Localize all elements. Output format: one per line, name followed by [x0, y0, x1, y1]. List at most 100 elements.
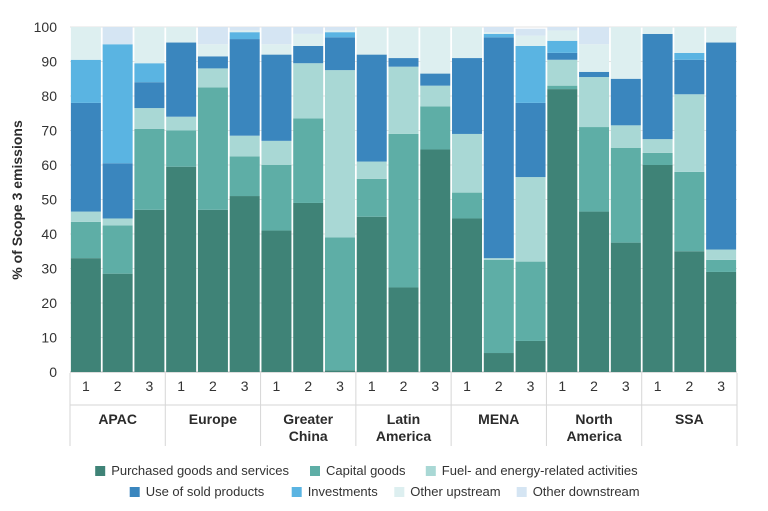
bar-segment — [197, 87, 228, 210]
bar-segment — [388, 287, 419, 372]
bar-index-label: 3 — [622, 378, 630, 394]
bar-segment — [610, 27, 641, 79]
bar-segment — [674, 171, 705, 252]
legend-label: Capital goods — [326, 463, 406, 478]
bar-index-label: 3 — [431, 378, 439, 394]
legend-label: Fuel- and energy-related activities — [442, 463, 638, 478]
bar-index-label: 1 — [273, 378, 281, 394]
legend-item: Investments — [291, 484, 379, 499]
bar-segment — [134, 63, 165, 83]
bar-segment — [261, 165, 292, 231]
bar-segment — [515, 102, 546, 178]
bar-segment — [261, 44, 292, 55]
bar-segment — [356, 216, 387, 372]
bar-segment — [483, 32, 514, 34]
bar-index-label: 2 — [304, 378, 312, 394]
bar-segment — [674, 59, 705, 95]
bar-segment — [324, 27, 355, 31]
bar-segment — [706, 249, 737, 260]
bar-index-label: 2 — [114, 378, 122, 394]
bar-index-label: 2 — [209, 378, 217, 394]
bar-segment — [197, 27, 228, 45]
bar-segment — [293, 45, 324, 64]
bar-segment — [102, 163, 133, 219]
bar-segment — [483, 27, 514, 33]
legend-item: Purchased goods and services — [95, 463, 289, 478]
region-label-line: Latin — [387, 411, 420, 427]
region-label-line: China — [289, 428, 328, 444]
bar-index-label: 3 — [146, 378, 154, 394]
bar-segment — [420, 106, 451, 150]
region-label: Greater China — [283, 411, 333, 444]
bar-segment — [674, 27, 705, 53]
bar-index-label: 2 — [495, 378, 503, 394]
bar-segment — [102, 44, 133, 164]
legend-swatch — [425, 466, 436, 476]
region-label: APAC — [98, 411, 137, 427]
bar-segment — [229, 39, 260, 136]
bar-segment — [452, 218, 483, 372]
bar-segment — [515, 45, 546, 103]
bar-segment — [579, 211, 610, 372]
bar-segment — [420, 85, 451, 107]
y-tick-label: 70 — [41, 123, 57, 139]
bar-segment — [324, 237, 355, 371]
bar-segment — [452, 58, 483, 134]
y-tick-label: 50 — [41, 192, 57, 208]
bar-segment — [420, 149, 451, 372]
legend-label: Purchased goods and services — [111, 463, 289, 478]
bar-segment — [547, 27, 578, 31]
region-label: MENA — [478, 411, 519, 427]
bar-segment — [610, 78, 641, 126]
bar-segment — [293, 33, 324, 46]
region-label-line: Greater — [283, 411, 333, 427]
y-tick-label: 90 — [41, 54, 57, 70]
legend-item: Capital goods — [310, 463, 406, 478]
bar-segment — [134, 27, 165, 64]
y-tick-label: 40 — [41, 226, 57, 242]
bar-segment — [324, 70, 355, 238]
bar-segment — [102, 225, 133, 274]
bar-segment — [388, 58, 419, 67]
bar-segment — [579, 71, 610, 78]
bar-segment — [70, 211, 101, 222]
bar-segment — [579, 27, 610, 45]
bar-segment — [547, 85, 578, 90]
bar-segment — [293, 118, 324, 203]
legend-item: Use of sold products — [129, 484, 265, 499]
bar-segment — [134, 82, 165, 109]
bar-segment — [610, 147, 641, 243]
legend-label: Investments — [308, 484, 379, 499]
bar-segment — [483, 37, 514, 259]
bar-segment — [642, 152, 673, 165]
region-label: SSA — [675, 411, 704, 427]
bar-segment — [515, 177, 546, 262]
bar-segment — [324, 30, 355, 33]
bar-index-label: 1 — [558, 378, 566, 394]
bar-segment — [356, 54, 387, 162]
bar-segment — [579, 77, 610, 128]
legend-swatch — [516, 487, 527, 497]
bar-segment — [134, 108, 165, 129]
bar-segment — [420, 73, 451, 86]
bar-segment — [70, 102, 101, 212]
bar-segment — [452, 133, 483, 193]
bar-segment — [324, 370, 355, 372]
legend-label: Other downstream — [533, 484, 640, 499]
bar-segment — [197, 68, 228, 88]
legend-item: Fuel- and energy-related activities — [425, 463, 638, 478]
bar-segment — [166, 130, 197, 167]
bar-segment — [674, 52, 705, 60]
bar-index-label: 2 — [685, 378, 693, 394]
bar-index-label: 1 — [463, 378, 471, 394]
bar-segment — [261, 230, 292, 372]
bar-segment — [515, 261, 546, 341]
bar-index-label: 1 — [82, 378, 90, 394]
bar-segment — [547, 52, 578, 60]
bar-index-label: 3 — [336, 378, 344, 394]
region-label-line: America — [566, 428, 621, 444]
y-tick-label: 100 — [34, 19, 58, 35]
bar-segment — [388, 27, 419, 59]
legend-label: Other upstream — [410, 484, 500, 499]
